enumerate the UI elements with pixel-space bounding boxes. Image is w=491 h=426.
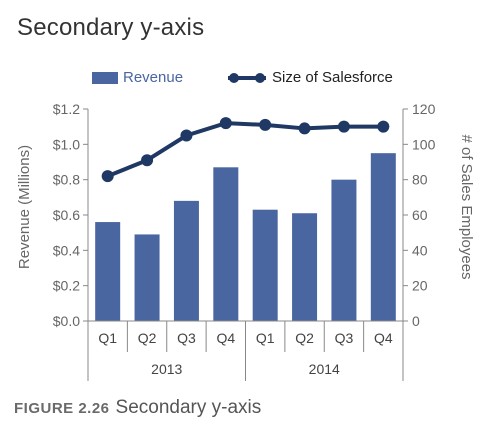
- right-tick-label: 0: [412, 313, 420, 329]
- revenue-bar: [213, 167, 239, 321]
- figure-caption-text: Secondary y-axis: [115, 397, 262, 418]
- revenue-bar: [292, 213, 318, 321]
- salesforce-point: [101, 170, 114, 183]
- category-label: Q4: [374, 330, 393, 346]
- right-tick-label: 20: [412, 278, 428, 294]
- year-group-label: 2013: [151, 361, 182, 377]
- left-tick-label: $0.0: [53, 313, 80, 329]
- salesforce-point: [259, 118, 272, 131]
- figure-number: FIGURE 2.26: [14, 400, 110, 417]
- left-tick-label: $1.0: [53, 136, 80, 152]
- salesforce-line: [106, 121, 384, 178]
- revenue-bar: [95, 222, 121, 321]
- category-label: Q3: [177, 330, 196, 346]
- revenue-bar: [331, 179, 357, 321]
- revenue-bar: [370, 153, 396, 321]
- category-label: Q1: [256, 330, 275, 346]
- left-tick-label: $0.6: [53, 207, 80, 223]
- left-axis-title: Revenue (Millions): [16, 145, 33, 269]
- salesforce-point: [377, 120, 390, 133]
- category-label: Q3: [335, 330, 354, 346]
- legend: Revenue Size of Salesforce: [0, 69, 491, 90]
- right-tick-label: 100: [412, 136, 436, 152]
- legend-revenue-swatch: [92, 72, 118, 84]
- category-label: Q1: [98, 330, 117, 346]
- category-label: Q2: [138, 330, 157, 346]
- category-label: Q4: [216, 330, 235, 346]
- year-group-label: 2014: [309, 361, 340, 377]
- chart-title: Secondary y-axis: [17, 14, 205, 41]
- salesforce-point: [180, 129, 193, 142]
- salesforce-point: [219, 117, 232, 130]
- right-tick-label: 120: [412, 101, 436, 117]
- right-tick-label: 80: [412, 172, 428, 188]
- left-tick-label: $1.2: [53, 101, 80, 117]
- left-tick-label: $0.8: [53, 172, 80, 188]
- legend-salesforce-swatch: [228, 73, 266, 83]
- revenue-bar: [134, 234, 160, 321]
- revenue-bar: [173, 200, 199, 321]
- legend-revenue-label: Revenue: [123, 69, 184, 86]
- salesforce-point: [298, 122, 311, 135]
- right-tick-label: 60: [412, 207, 428, 223]
- salesforce-point: [337, 120, 350, 133]
- salesforce-point: [141, 154, 154, 167]
- category-label: Q2: [295, 330, 314, 346]
- revenue-bar: [252, 209, 278, 321]
- figure-caption: FIGURE 2.26 Secondary y-axis: [14, 397, 261, 419]
- right-tick-label: 40: [412, 242, 428, 258]
- legend-salesforce-label: Size of Salesforce: [272, 69, 393, 86]
- right-axis-title: # of Sales Employees: [458, 134, 475, 279]
- left-tick-label: $0.4: [53, 242, 80, 258]
- left-tick-label: $0.2: [53, 278, 80, 294]
